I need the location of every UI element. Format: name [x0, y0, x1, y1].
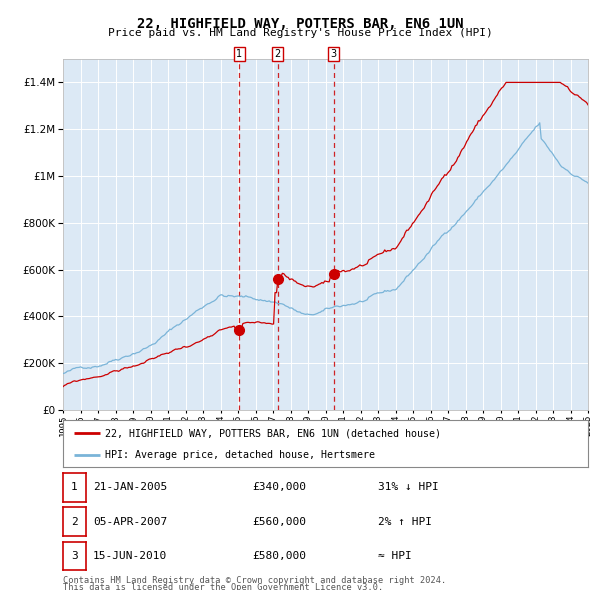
Text: Contains HM Land Registry data © Crown copyright and database right 2024.: Contains HM Land Registry data © Crown c… [63, 576, 446, 585]
Text: 31% ↓ HPI: 31% ↓ HPI [378, 483, 439, 492]
Text: 21-JAN-2005: 21-JAN-2005 [93, 483, 167, 492]
Text: 2: 2 [275, 49, 281, 59]
Text: £580,000: £580,000 [252, 551, 306, 560]
Text: 1: 1 [71, 483, 78, 492]
Text: 15-JUN-2010: 15-JUN-2010 [93, 551, 167, 560]
Text: £340,000: £340,000 [252, 483, 306, 492]
Text: 2: 2 [71, 517, 78, 526]
Text: Price paid vs. HM Land Registry's House Price Index (HPI): Price paid vs. HM Land Registry's House … [107, 28, 493, 38]
Text: 1: 1 [236, 49, 242, 59]
Text: HPI: Average price, detached house, Hertsmere: HPI: Average price, detached house, Hert… [105, 451, 375, 460]
Text: 05-APR-2007: 05-APR-2007 [93, 517, 167, 526]
Text: £560,000: £560,000 [252, 517, 306, 526]
Text: ≈ HPI: ≈ HPI [378, 551, 412, 560]
Text: 22, HIGHFIELD WAY, POTTERS BAR, EN6 1UN (detached house): 22, HIGHFIELD WAY, POTTERS BAR, EN6 1UN … [105, 428, 441, 438]
Text: 3: 3 [331, 49, 337, 59]
Text: 3: 3 [71, 551, 78, 560]
Text: 2% ↑ HPI: 2% ↑ HPI [378, 517, 432, 526]
Text: 22, HIGHFIELD WAY, POTTERS BAR, EN6 1UN: 22, HIGHFIELD WAY, POTTERS BAR, EN6 1UN [137, 17, 463, 31]
Text: This data is licensed under the Open Government Licence v3.0.: This data is licensed under the Open Gov… [63, 583, 383, 590]
